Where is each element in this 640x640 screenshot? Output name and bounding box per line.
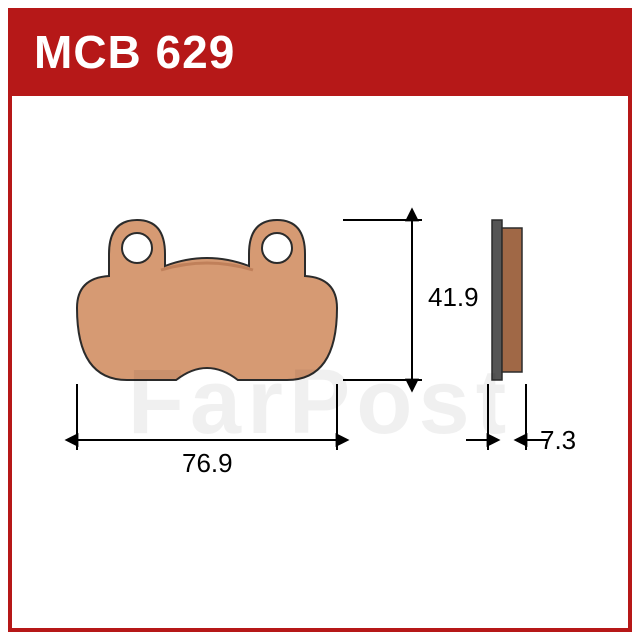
svg-text:41.9: 41.9 bbox=[428, 282, 479, 312]
svg-text:76.9: 76.9 bbox=[182, 448, 233, 478]
header-bar: MCB 629 bbox=[8, 8, 632, 96]
svg-text:7.3: 7.3 bbox=[540, 425, 576, 455]
product-code: MCB 629 bbox=[34, 25, 235, 79]
diagram-area: FarPost 76.941.97.3 bbox=[12, 100, 628, 628]
technical-diagram: 76.9 41.9 7.3 bbox=[12, 100, 628, 628]
